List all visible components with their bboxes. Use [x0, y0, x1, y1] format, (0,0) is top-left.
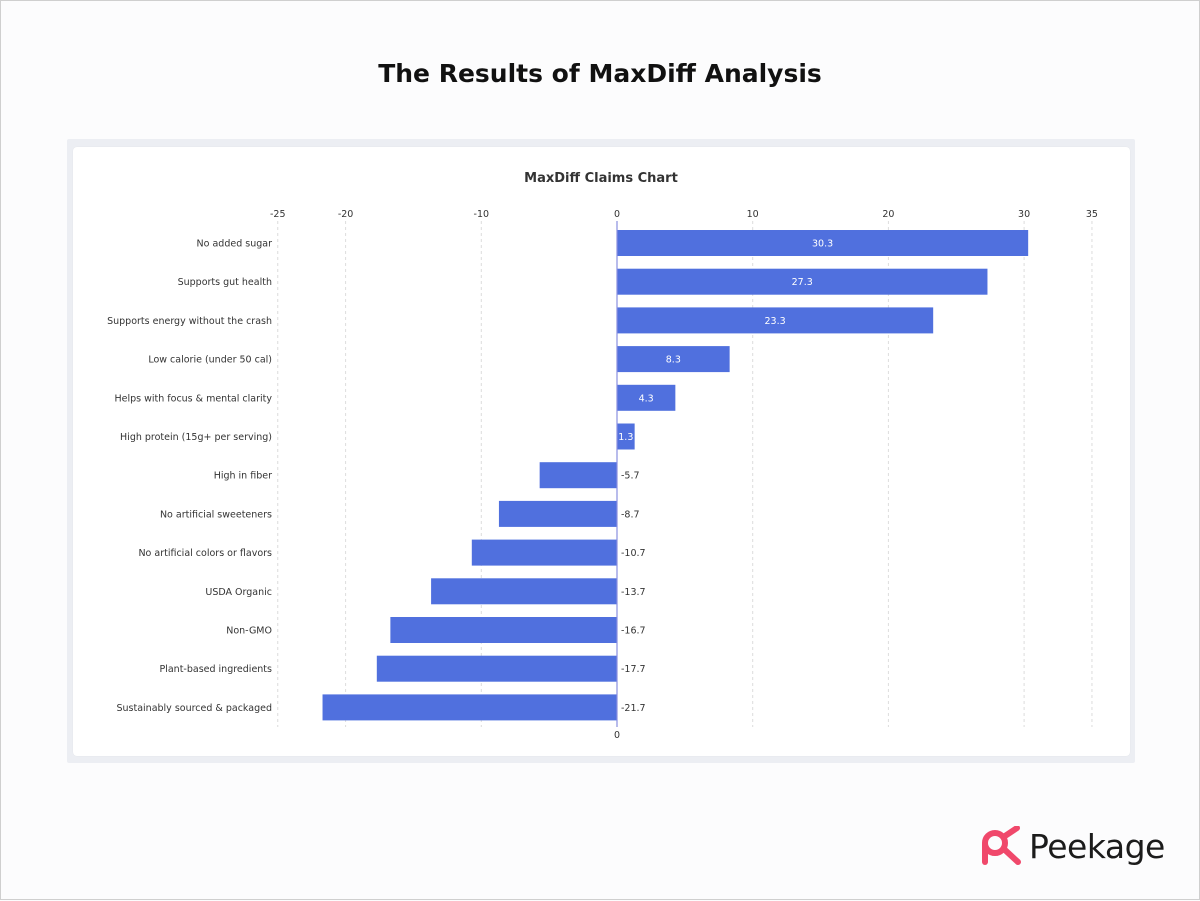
x-tick-label: -20	[338, 209, 354, 220]
bar	[498, 500, 617, 527]
category-label: No added sugar	[197, 239, 273, 250]
value-label: -21.7	[621, 703, 646, 714]
bar	[390, 617, 617, 643]
x-tick-labels: -25 -20 -10 0 10 20 30 35	[270, 209, 1098, 220]
zero-axis: 0	[614, 221, 620, 741]
category-labels: No added sugar Supports gut health Support…	[107, 239, 272, 714]
category-label: Supports gut health	[178, 277, 272, 288]
value-label: 4.3	[639, 393, 654, 404]
category-label: Supports energy without the crash	[107, 316, 272, 327]
bar	[617, 230, 1029, 256]
category-label: High protein (15g+ per serving)	[120, 432, 272, 443]
page-title: The Results of MaxDiff Analysis	[378, 59, 822, 88]
value-label: -5.7	[621, 471, 640, 482]
value-label: -13.7	[621, 587, 646, 598]
bar	[617, 346, 730, 373]
category-label: No artificial sweeteners	[160, 509, 272, 520]
value-label: -17.7	[621, 664, 646, 675]
value-label: 23.3	[765, 316, 786, 327]
x-tick-label: 35	[1086, 209, 1098, 220]
bar	[376, 655, 617, 682]
peekage-logo-icon	[982, 826, 1021, 865]
x-tick-label: -25	[270, 209, 286, 220]
x-tick-label: 20	[882, 209, 894, 220]
bar	[617, 384, 676, 411]
value-label: 1.3	[618, 432, 633, 443]
category-label: Plant-based ingredients	[159, 664, 272, 675]
value-label: 27.3	[792, 277, 813, 288]
brand: Peekage	[981, 823, 1165, 869]
x-tick-label: 10	[747, 209, 759, 220]
value-label: -8.7	[621, 509, 640, 520]
x-tick-label: 30	[1018, 209, 1030, 220]
category-label: Low calorie (under 50 cal)	[148, 355, 272, 366]
value-labels: 30.3 27.3 23.3 8.3 4.3 1.3 -5.7 -8.7 -10.7 -13.7 -…	[618, 239, 833, 714]
bars	[322, 230, 1029, 721]
category-label: Non-GMO	[226, 626, 272, 637]
chart-title: MaxDiff Claims Chart	[524, 171, 678, 186]
bar	[617, 423, 635, 450]
category-label: High in fiber	[214, 471, 272, 482]
bar	[471, 539, 617, 566]
value-label: -16.7	[621, 626, 646, 637]
category-label: Helps with focus & mental clarity	[114, 393, 272, 404]
value-label: 8.3	[666, 355, 681, 366]
value-label: -10.7	[621, 548, 646, 559]
bar	[539, 462, 617, 489]
x-tick-label: 0	[614, 209, 620, 220]
category-label: Sustainably sourced & packaged	[116, 703, 272, 714]
value-label: 30.3	[812, 239, 833, 250]
bar	[431, 578, 617, 605]
bottom-tick-label: 0	[614, 730, 620, 741]
x-tick-label: -10	[474, 209, 490, 220]
bar	[617, 268, 988, 295]
category-label: USDA Organic	[205, 587, 272, 598]
brand-name: Peekage	[1029, 826, 1165, 866]
grid-lines	[277, 221, 1093, 727]
bar	[617, 307, 934, 334]
bar	[322, 694, 617, 721]
category-label: No artificial colors or flavors	[138, 548, 272, 559]
